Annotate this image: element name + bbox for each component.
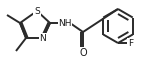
Text: N: N bbox=[40, 33, 46, 43]
Text: S: S bbox=[34, 6, 40, 15]
Text: F: F bbox=[128, 38, 133, 48]
Text: NH: NH bbox=[58, 19, 72, 27]
Text: O: O bbox=[79, 48, 87, 58]
